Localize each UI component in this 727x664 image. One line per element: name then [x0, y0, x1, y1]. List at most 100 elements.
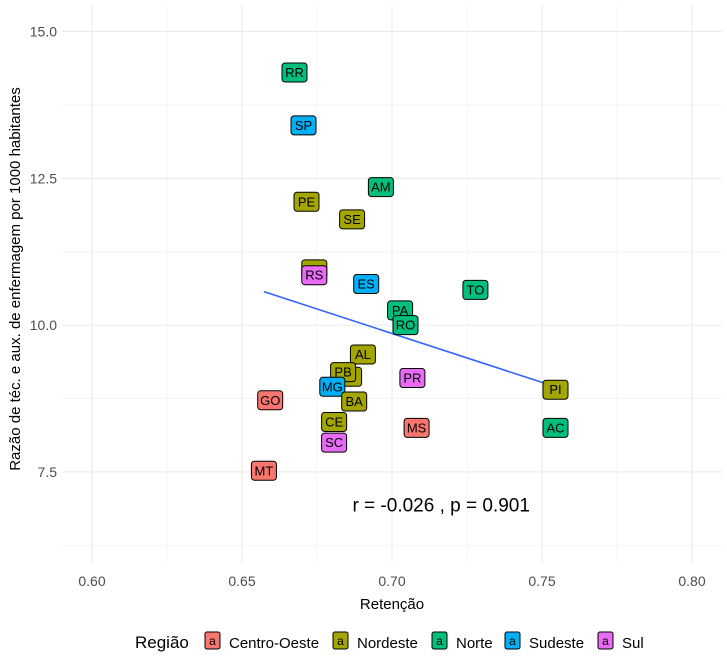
- point-label-ce: CE: [321, 412, 348, 433]
- point-label-box: [321, 432, 348, 453]
- point-label-text: SE: [343, 212, 361, 227]
- x-axis-ticks: 0.60 0.65 0.70 0.75 0.80: [78, 573, 705, 589]
- legend-item-sudeste: a Sudeste: [504, 631, 584, 652]
- point-label-box: [281, 62, 308, 83]
- point-label-text: PR: [403, 370, 421, 385]
- legend-key-letter: a: [602, 634, 609, 648]
- point-label-text: CE: [325, 415, 343, 430]
- point-label-se: SE: [339, 209, 366, 230]
- point-label-pe: PE: [293, 191, 320, 212]
- point-label-mg: MG: [319, 376, 346, 397]
- point-label-rr: RR: [281, 62, 308, 83]
- point-label-box: [319, 376, 346, 397]
- major-gridlines: [62, 5, 722, 563]
- point-label-box: [353, 274, 380, 294]
- point-label-text: MG: [322, 379, 343, 394]
- point-label-al: AL: [349, 344, 376, 365]
- point-label-text: PB: [334, 365, 351, 380]
- point-label-text: MS: [407, 420, 427, 435]
- y-axis-ticks: 7.5 10.0 12.5 15.0: [30, 23, 57, 480]
- point-label-text: AC: [546, 420, 564, 435]
- y-tick-label: 12.5: [30, 170, 57, 186]
- legend-key-letter: a: [436, 634, 443, 648]
- point-label-pi: PI: [542, 379, 569, 400]
- y-tick-label: 15.0: [30, 23, 57, 39]
- legend-item-norte: a Norte: [431, 631, 493, 652]
- x-tick-label: 0.80: [678, 573, 705, 589]
- legend-item-sul: a Sul: [597, 631, 644, 652]
- legend-key: [204, 631, 221, 650]
- legend-key-letter: a: [209, 634, 216, 648]
- point-label-box: [293, 191, 320, 212]
- point-label-box: [257, 390, 284, 411]
- point-label-sp: SP: [290, 115, 317, 136]
- legend-key-letter: a: [337, 634, 344, 648]
- point-label-box: [339, 209, 366, 230]
- point-label-text: MT: [255, 463, 274, 478]
- point-label-go: GO: [257, 390, 284, 411]
- point-label-text: AL: [355, 347, 371, 362]
- legend-key-letter: a: [509, 634, 516, 648]
- point-label-text: RR: [285, 65, 304, 80]
- point-label-ac: AC: [542, 417, 569, 438]
- point-label-box: [367, 177, 394, 198]
- trend-line: [263, 290, 556, 388]
- point-label-ba: BA: [341, 391, 368, 412]
- point-label-es: ES: [353, 274, 380, 294]
- point-label-box: [542, 379, 569, 400]
- legend-key: [332, 631, 349, 650]
- x-tick-label: 0.60: [78, 573, 105, 589]
- point-label-ms: MS: [403, 417, 430, 438]
- correlation-annotation: r = -0.026 , p = 0.901: [352, 495, 529, 516]
- point-label-mt: MT: [250, 460, 277, 481]
- x-tick-label: 0.65: [228, 573, 255, 589]
- legend-label: Nordeste: [357, 635, 418, 652]
- legend-key: [431, 631, 448, 650]
- legend-title: Região: [135, 633, 189, 652]
- x-tick-label: 0.70: [378, 573, 405, 589]
- point-label-box: [399, 367, 426, 388]
- x-axis-title: Retenção: [360, 596, 424, 613]
- y-tick-label: 10.0: [30, 317, 57, 333]
- legend: Região a Centro-Oeste a Nordeste a Norte a Sude…: [135, 631, 644, 652]
- point-label-box: [403, 417, 430, 438]
- point-label-am: AM: [367, 177, 394, 198]
- point-label-text: RO: [396, 318, 416, 333]
- legend-item-nordeste: a Nordeste: [332, 631, 418, 652]
- point-label-box: [321, 412, 348, 433]
- point-label-ro: RO: [392, 315, 419, 336]
- point-label-text: PI: [549, 382, 561, 397]
- point-label-text: AM: [371, 180, 391, 195]
- legend-item-centro-oeste: a Centro-Oeste: [204, 631, 319, 652]
- trend-line-layer: [263, 290, 556, 388]
- point-label-box: [392, 315, 419, 336]
- point-label-box: [250, 460, 277, 481]
- point-label-text: PA: [392, 303, 409, 318]
- point-label-text: RS: [305, 268, 323, 283]
- point-label-text: SP: [295, 118, 312, 133]
- point-label-text: GO: [260, 393, 280, 408]
- point-label-text: BA: [346, 394, 364, 409]
- point-label-box: [542, 417, 569, 438]
- legend-key: [504, 631, 521, 650]
- point-label-box: [349, 344, 376, 365]
- point-label-box: [462, 279, 489, 300]
- x-tick-label: 0.75: [528, 573, 555, 589]
- point-label-box: [301, 265, 328, 286]
- point-label-text: PE: [298, 194, 316, 209]
- point-label-sc: SC: [321, 432, 348, 453]
- legend-label: Centro-Oeste: [229, 635, 319, 652]
- point-label-to: TO: [462, 279, 489, 300]
- y-axis-title: Razão de téc. e aux. de enfermagem por 1…: [7, 87, 24, 471]
- point-label-box: [290, 115, 317, 136]
- y-tick-label: 7.5: [38, 464, 58, 480]
- point-label-text: SC: [325, 435, 343, 450]
- point-label-text: ES: [358, 277, 376, 292]
- point-label-rs: RS: [301, 265, 328, 286]
- legend-key: [597, 631, 614, 650]
- point-label-pr: PR: [399, 367, 426, 388]
- point-label-box: [341, 391, 368, 412]
